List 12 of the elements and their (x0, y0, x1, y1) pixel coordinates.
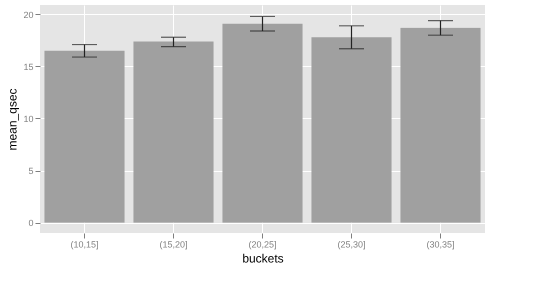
y-tick-label: 10 (23, 114, 34, 124)
x-tick-label: (25,30] (337, 240, 366, 250)
x-tick-label: (20,25] (248, 240, 277, 250)
y-tick-label: 0 (28, 218, 34, 228)
x-axis-title: buckets (242, 252, 284, 266)
x-tick-label: (30,35] (426, 240, 455, 250)
x-tick-label: (10,15] (70, 240, 99, 250)
y-axis-title: mean_qsec (5, 88, 20, 151)
y-tick-label: 20 (23, 10, 34, 20)
y-tick-label: 5 (28, 166, 34, 176)
y-tick-label: 15 (23, 62, 34, 72)
x-tick-label: (15,20] (159, 240, 188, 250)
